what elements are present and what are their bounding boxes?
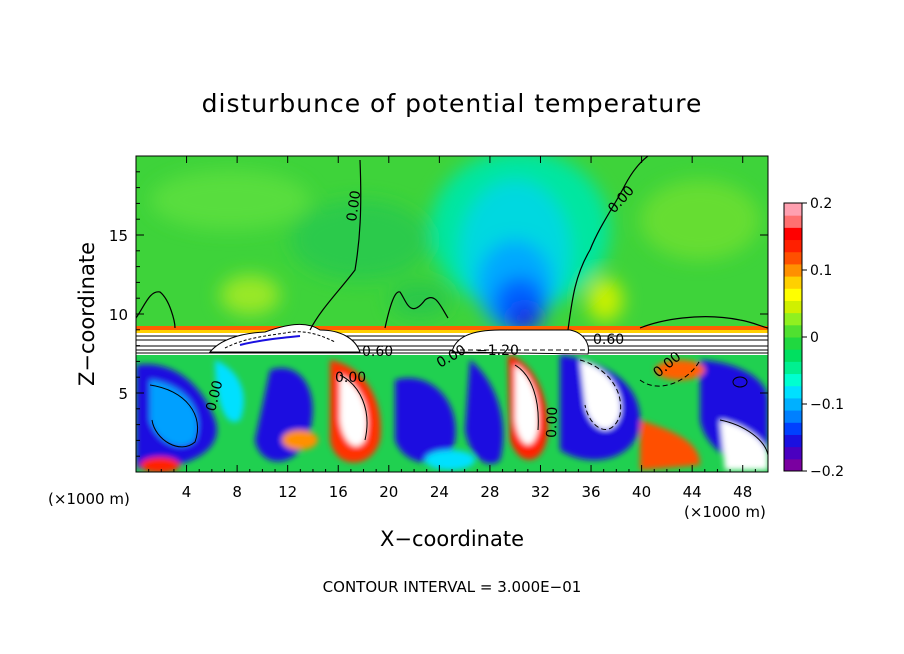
contour-label: 0.00 [335, 370, 366, 386]
y-axis-label: Z−coordinate [75, 242, 99, 386]
colorbar-tick-label: −0.2 [810, 464, 844, 480]
x-tick-label: 4 [182, 483, 192, 501]
colorbar [784, 203, 802, 472]
x-tick-label: 8 [232, 483, 242, 501]
colorbar-segment [784, 446, 802, 460]
colorbar-segment [784, 434, 802, 448]
x-tick-label: 20 [379, 483, 398, 501]
y-tick-label: 10 [109, 306, 128, 324]
colorbar-segment [784, 263, 802, 277]
colorbar-segment [784, 422, 802, 435]
contour-label: 0.00 [544, 406, 561, 438]
x-tick-label: 24 [430, 483, 449, 501]
colorbar-segment [784, 373, 802, 387]
contour-label: 0.60 [593, 332, 624, 348]
cloud-cap-left [208, 323, 361, 353]
contour-label: 0.00 [203, 379, 226, 413]
colorbar-segment [784, 410, 802, 423]
colorbar-segment [784, 239, 802, 253]
x-tick-label: 28 [480, 483, 499, 501]
colorbar-segment [784, 288, 802, 301]
colorbar-segment [784, 397, 802, 411]
x-unit-right: (×1000 m) [684, 503, 766, 521]
zero-contours-upper [136, 156, 768, 331]
x-axis: 4 8 12 16 20 24 28 32 36 40 44 48 [148, 156, 769, 501]
x-unit-left: (×1000 m) [48, 490, 130, 508]
chart-title: disturbunce of potential temperature [202, 89, 703, 118]
inversion-band-bottom [136, 330, 768, 333]
upper-layer-anomalies [150, 156, 760, 333]
colorbar-segment [784, 458, 802, 472]
lower-layer-eddies [136, 355, 768, 472]
x-axis-label: X−coordinate [380, 527, 524, 551]
contour-interval-footer: CONTOUR INTERVAL = 3.000E−01 [323, 578, 582, 596]
colorbar-tick-label: 0 [810, 330, 819, 346]
y-tick-label: 15 [109, 227, 128, 245]
contour-label: −1.20 [476, 343, 519, 359]
colorbar-segment [784, 215, 802, 228]
plot-area: 0.00 0.00 0.60 −1.20 0.60 0.00 0.00 0.00… [136, 156, 768, 472]
y-axis: 5 10 15 [109, 171, 768, 457]
cloud-cap-center [451, 329, 589, 355]
colorbar-tick-label: −0.1 [810, 397, 844, 413]
colorbar-segment [784, 227, 802, 241]
contour-label: 0.00 [344, 189, 364, 222]
colorbar-segment [784, 337, 802, 350]
contour-label: 0.60 [362, 344, 393, 360]
x-tick-label: 44 [683, 483, 702, 501]
x-tick-label: 40 [632, 483, 651, 501]
colorbar-segment [784, 276, 802, 289]
colorbar-segment [784, 251, 802, 265]
colorbar-segment [784, 361, 802, 375]
colorbar-segment [784, 203, 802, 216]
colorbar-ticks: 0.2 0.1 0 −0.1 −0.2 [802, 196, 844, 480]
x-tick-label: 36 [581, 483, 600, 501]
colorbar-segment [784, 312, 802, 326]
x-tick-label: 16 [329, 483, 348, 501]
inversion-band-top [136, 326, 768, 330]
x-tick-label: 48 [733, 483, 752, 501]
colorbar-segment [784, 385, 802, 399]
x-tick-label: 32 [531, 483, 550, 501]
colorbar-tick-label: 0.1 [810, 263, 832, 279]
y-tick-label: 5 [118, 385, 128, 403]
colorbar-segment [784, 349, 802, 362]
x-tick-label: 12 [278, 483, 297, 501]
lower-layer-contours [149, 359, 768, 456]
colorbar-segment [784, 300, 802, 314]
colorbar-tick-label: 0.2 [810, 196, 832, 212]
colorbar-segment [784, 324, 802, 338]
